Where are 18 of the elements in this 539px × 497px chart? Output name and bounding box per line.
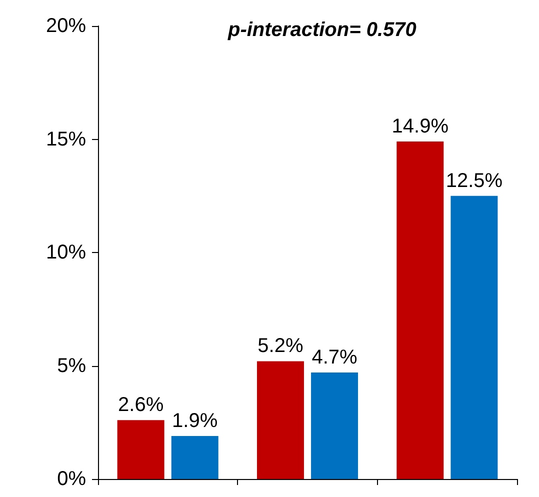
data-label: 5.2% (258, 335, 304, 358)
bar (396, 142, 444, 479)
data-label: 4.7% (312, 346, 358, 369)
bar (256, 361, 304, 479)
data-label: 2.6% (118, 394, 164, 416)
y-tick-label: 15% (46, 128, 86, 150)
y-tick-label: 10% (46, 242, 86, 264)
bar (117, 420, 164, 479)
y-tick-label: 5% (57, 354, 86, 377)
data-label: 1.9% (172, 410, 218, 432)
bar (311, 372, 358, 479)
annotation: p-interaction= 0.570 (227, 19, 416, 41)
data-label: 14.9% (392, 116, 449, 138)
data-label: 12.5% (446, 170, 503, 192)
bar (450, 196, 498, 479)
y-tick-label: 0% (57, 468, 86, 490)
y-tick-label: 20% (46, 15, 86, 37)
bar (171, 436, 218, 479)
